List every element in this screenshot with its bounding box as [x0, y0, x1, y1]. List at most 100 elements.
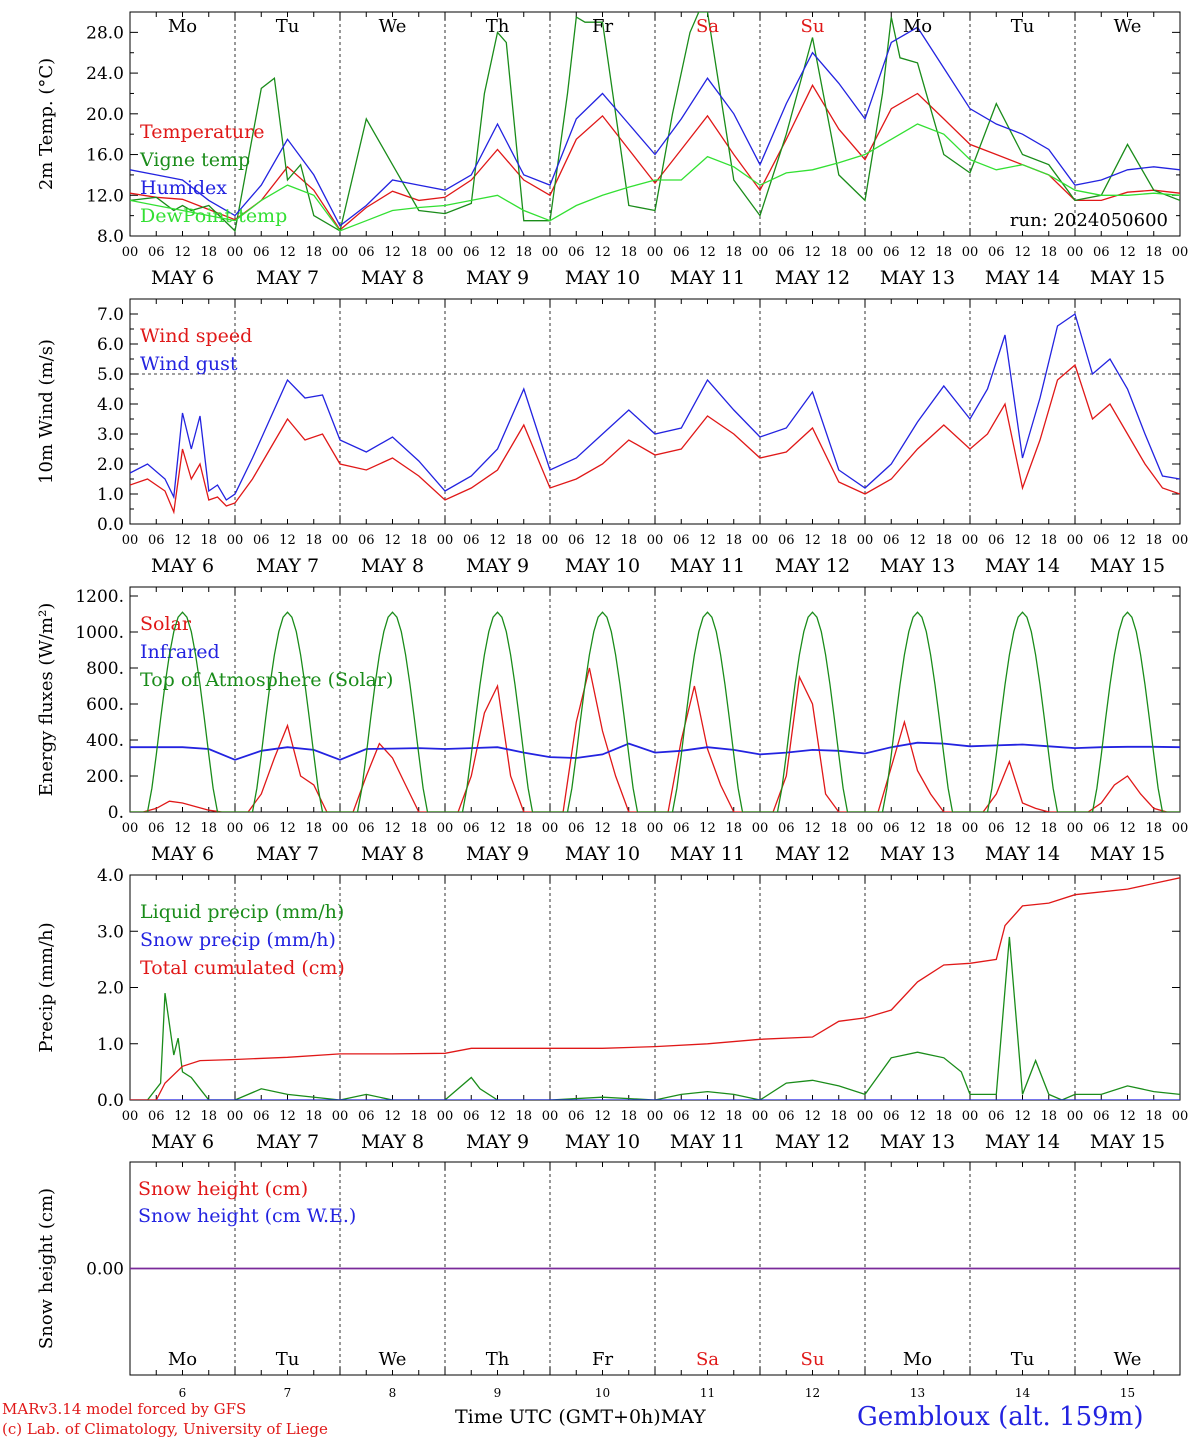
- hour-tick-label: 18: [515, 533, 532, 548]
- series-line-total-cumulated-cm-: [130, 877, 1180, 1100]
- date-label: MAY 8: [361, 1131, 424, 1153]
- hour-tick-label: 06: [988, 821, 1005, 836]
- legend-wind-speed: Wind speed: [140, 325, 252, 347]
- ytick-label: 8.0: [97, 227, 124, 247]
- hour-tick-label: 00: [1172, 533, 1189, 548]
- ytick-label: 0.0: [97, 515, 124, 535]
- date-label: MAY 13: [880, 843, 955, 865]
- ytick-label: 1200.: [75, 587, 124, 607]
- hour-tick-label: 00: [332, 1109, 349, 1124]
- hour-tick-label: 06: [463, 245, 480, 260]
- hour-tick-label: 06: [148, 1109, 165, 1124]
- series-line-infrared: [130, 741, 1180, 761]
- hour-tick-label: 00: [1172, 821, 1189, 836]
- date-label: MAY 11: [670, 843, 745, 865]
- date-label: MAY 14: [985, 555, 1060, 577]
- hour-tick-label: 00: [122, 1109, 139, 1124]
- date-label: MAY 11: [670, 267, 745, 289]
- hour-tick-label: 12: [1119, 533, 1136, 548]
- hour-tick-label: 12: [174, 1109, 191, 1124]
- hour-tick-label: 18: [305, 1109, 322, 1124]
- panel-4: 0.0 1.0 2.0 3.0 4.0 Precip (mm/h) Liquid preci…: [36, 866, 1188, 1153]
- hour-tick-label: 12: [1119, 821, 1136, 836]
- hour-tick-label: 06: [1093, 533, 1110, 548]
- hour-tick-label: 12: [699, 245, 716, 260]
- hour-tick-label: 12: [279, 1109, 296, 1124]
- hour-tick-label: 06: [463, 821, 480, 836]
- hour-tick-label: 00: [962, 533, 979, 548]
- date-label: MAY 8: [361, 555, 424, 577]
- day-abbrev: We: [1114, 16, 1142, 37]
- date-label: MAY 12: [775, 555, 850, 577]
- series-line-top-of-atmosphere-solar-: [130, 611, 1180, 812]
- date-label: MAY 7: [256, 1131, 319, 1153]
- hour-tick-label: 18: [1040, 533, 1057, 548]
- day-abbrev: Th: [486, 16, 510, 37]
- hour-tick-label: 12: [1119, 1109, 1136, 1124]
- hour-tick-label: 00: [962, 245, 979, 260]
- hour-tick-label: 00: [227, 1109, 244, 1124]
- hour-tick-label: 12: [489, 533, 506, 548]
- y-axis-label: Energy fluxes (W/m²): [36, 603, 57, 797]
- hour-tick-label: 06: [568, 533, 585, 548]
- hour-tick-label: 06: [358, 1109, 375, 1124]
- ytick-label: 4.0: [97, 395, 124, 415]
- hour-tick-label: 00: [542, 245, 559, 260]
- hour-tick-label: 18: [200, 821, 217, 836]
- ytick-label: 200.: [86, 767, 124, 787]
- date-label: MAY 7: [256, 555, 319, 577]
- day-abbrev-bottom: Su: [801, 1349, 825, 1370]
- hour-tick-label: 00: [752, 821, 769, 836]
- hour-tick-label: 00: [647, 245, 664, 260]
- hour-tick-label: 18: [935, 533, 952, 548]
- hour-tick-label: 00: [122, 245, 139, 260]
- hour-tick-label: 18: [620, 821, 637, 836]
- hour-tick-label: 06: [883, 1109, 900, 1124]
- hour-tick-label: 18: [620, 533, 637, 548]
- hour-tick-label: 00: [332, 821, 349, 836]
- day-abbrev: Su: [801, 16, 825, 37]
- day-abbrev: Mo: [903, 16, 932, 37]
- ytick-label: 1.0: [97, 485, 124, 505]
- hour-tick-label: 06: [148, 821, 165, 836]
- hour-tick-label: 12: [384, 821, 401, 836]
- ytick-label: 600.: [86, 695, 124, 715]
- hour-tick-label: 18: [725, 821, 742, 836]
- ytick-label: 7.0: [97, 305, 124, 325]
- hour-tick-label: 06: [778, 821, 795, 836]
- date-label: MAY 10: [565, 267, 640, 289]
- date-label: MAY 9: [466, 1131, 529, 1153]
- hour-tick-label: 12: [699, 821, 716, 836]
- hour-tick-label: 06: [148, 245, 165, 260]
- legend-solar: Solar: [140, 613, 192, 635]
- legend-wind-gust: Wind gust: [140, 353, 238, 375]
- ytick-label: 12.0: [86, 186, 124, 206]
- model-line-2: (c) Lab. of Climatology, University of L…: [2, 1420, 328, 1438]
- series-line-wind-gust: [130, 312, 1180, 501]
- series-line-dewpoint-temp: [130, 123, 1180, 232]
- hour-tick-label: 06: [673, 821, 690, 836]
- hour-tick-label: 00: [542, 533, 559, 548]
- hour-tick-label: 18: [410, 245, 427, 260]
- date-label: MAY 14: [985, 1131, 1060, 1153]
- day-number: 8: [389, 1386, 397, 1400]
- date-label: MAY 12: [775, 267, 850, 289]
- hour-tick-label: 06: [1093, 821, 1110, 836]
- hour-tick-label: 06: [568, 1109, 585, 1124]
- date-label: MAY 11: [670, 555, 745, 577]
- hour-tick-label: 06: [988, 245, 1005, 260]
- hour-tick-label: 18: [305, 821, 322, 836]
- hour-tick-label: 18: [1145, 1109, 1162, 1124]
- ytick-label: 24.0: [86, 64, 124, 84]
- series-line-humidex: [130, 26, 1180, 227]
- legend-snow-precip-mm-h-: Snow precip (mm/h): [140, 929, 336, 951]
- legend-snow-height-cm-w-e-: Snow height (cm W.E.): [138, 1205, 356, 1227]
- hour-tick-label: 06: [568, 821, 585, 836]
- hour-tick-label: 12: [279, 821, 296, 836]
- hour-tick-label: 00: [857, 245, 874, 260]
- date-label: MAY 15: [1090, 555, 1165, 577]
- hour-tick-label: 18: [725, 245, 742, 260]
- hour-tick-label: 12: [909, 821, 926, 836]
- panel-3: 0. 200. 400. 600. 800. 1000. 1200. Energy fluxe…: [36, 586, 1189, 865]
